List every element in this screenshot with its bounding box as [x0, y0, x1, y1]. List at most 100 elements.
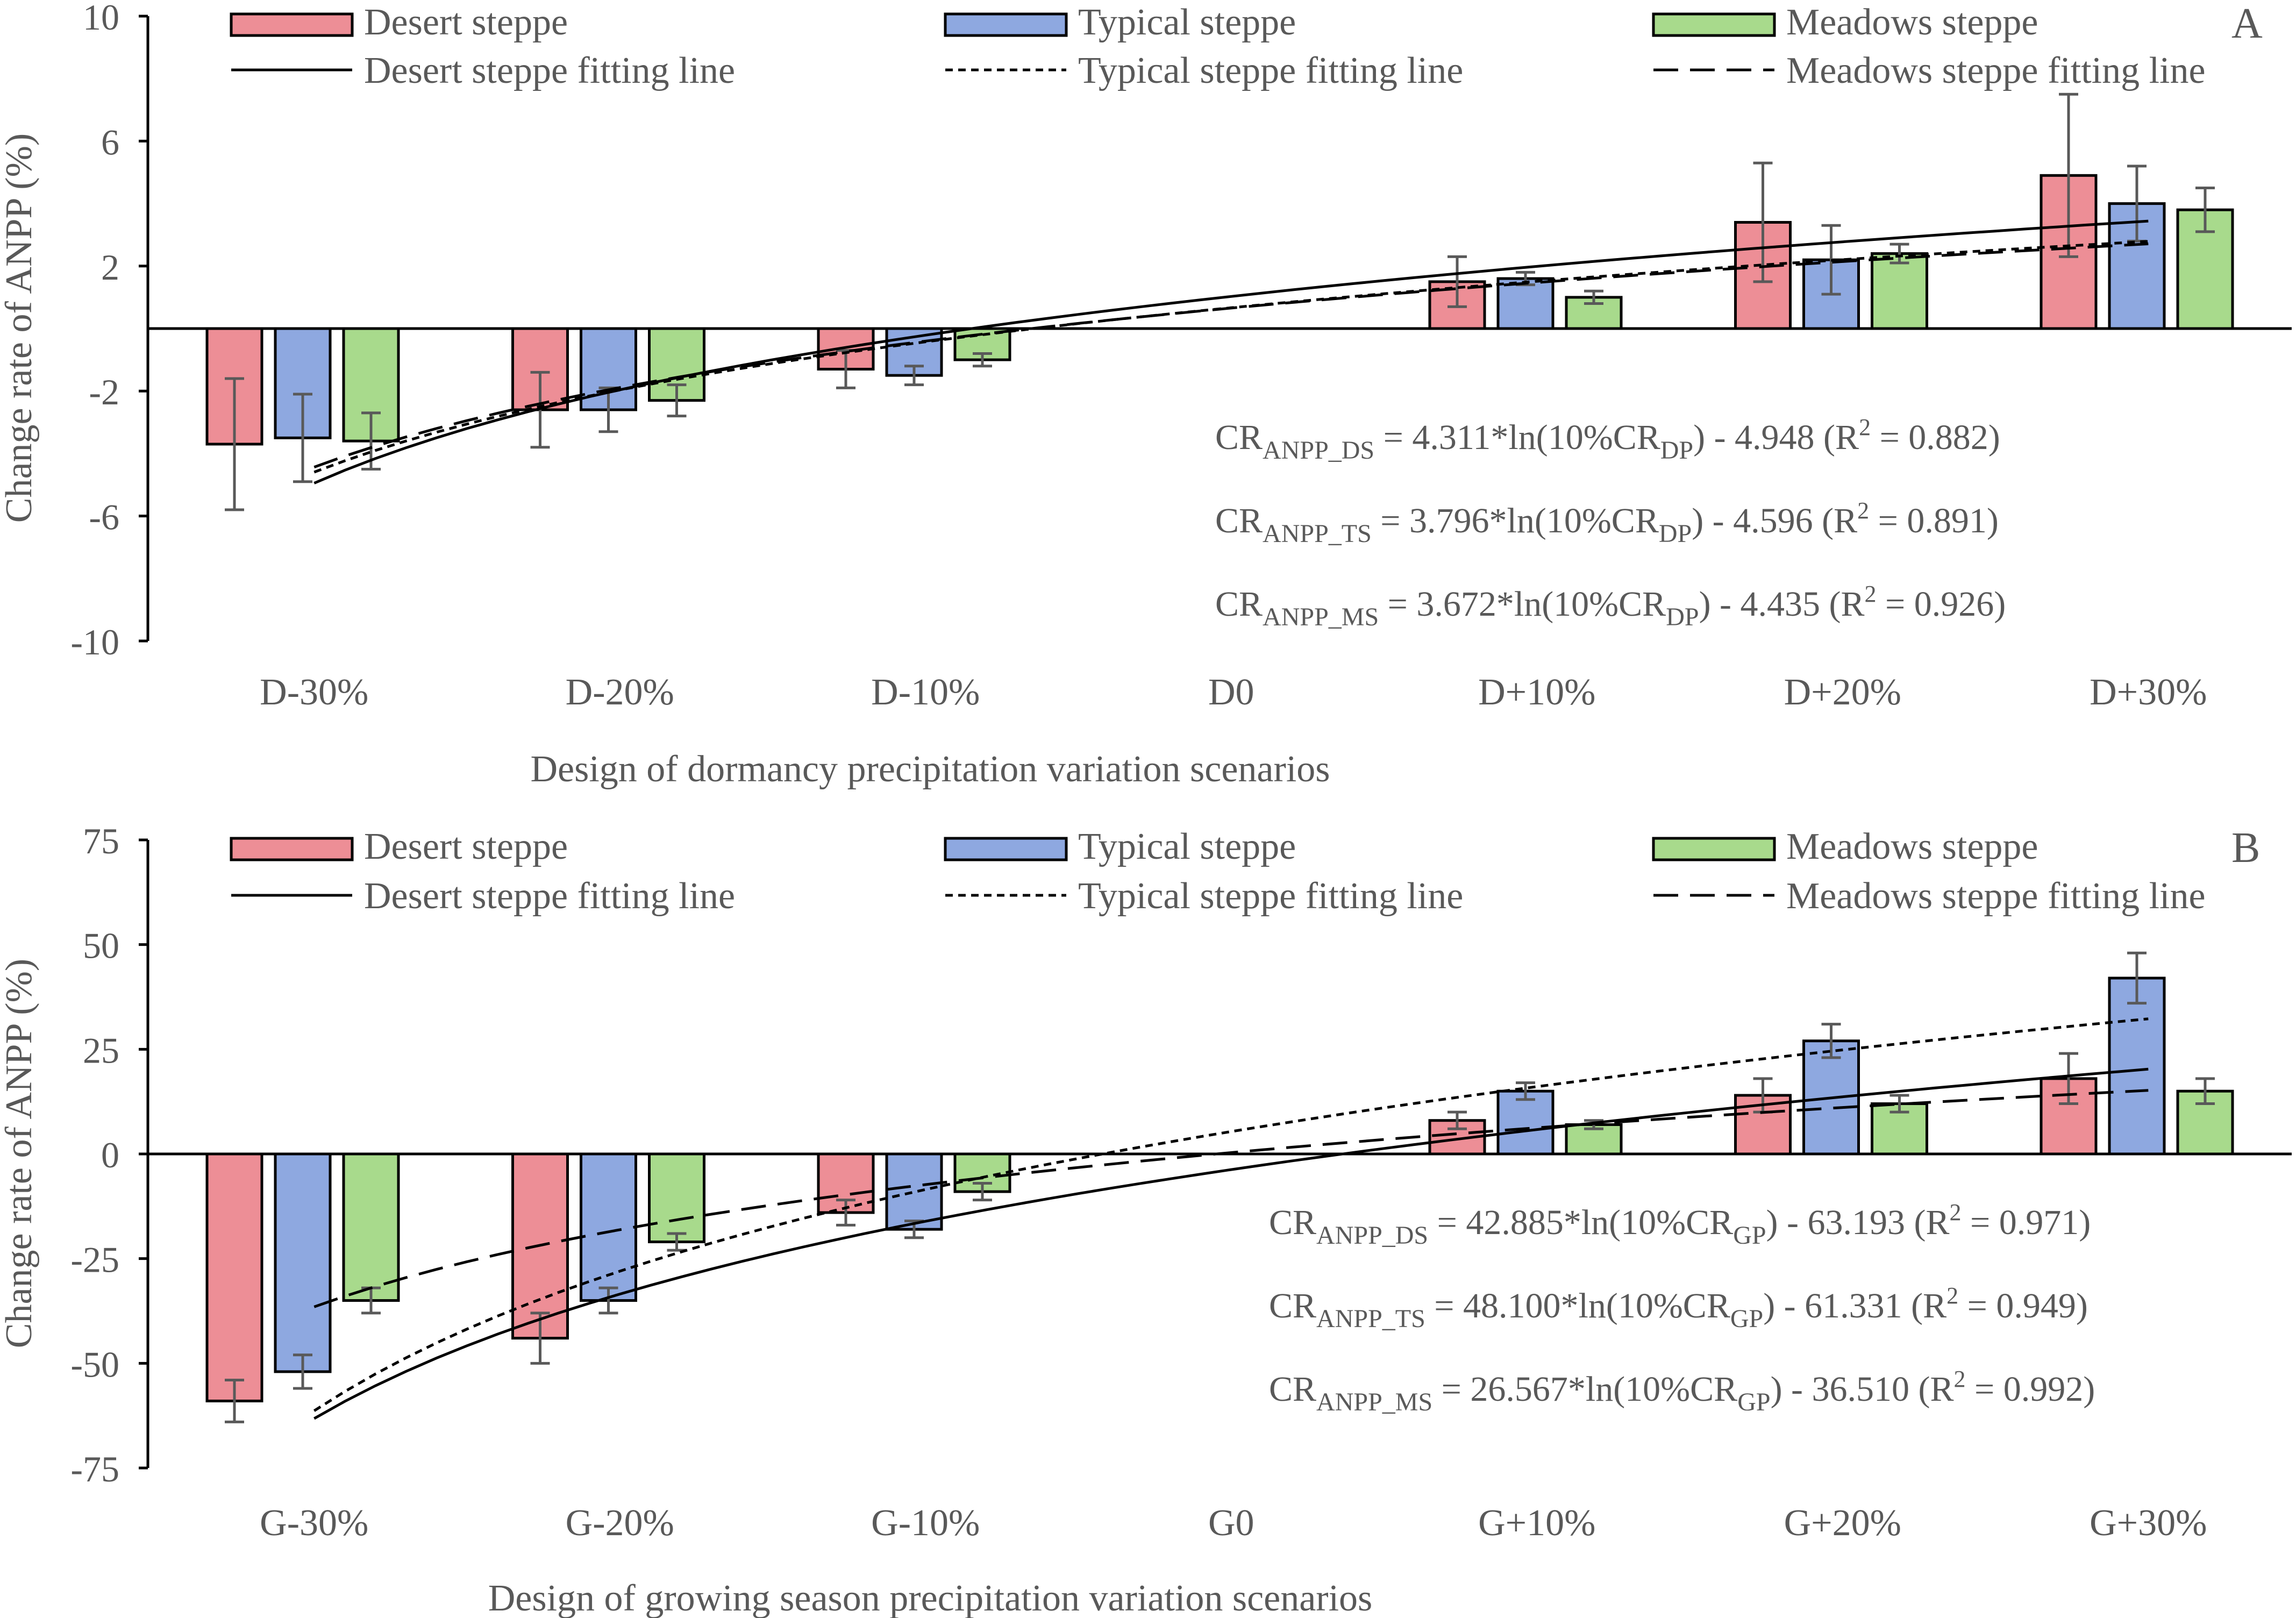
fit-line-meadows [313, 243, 2149, 469]
x-tick-label: D+10% [1478, 672, 1595, 713]
y-tick-label: -10 [70, 622, 119, 662]
x-tick-label: G+30% [2090, 1502, 2207, 1544]
equation-mid: = 3.796*ln(10%CR [1372, 501, 1659, 540]
equation-sup: 2 [1954, 1366, 1966, 1392]
y-tick-label: -50 [70, 1344, 119, 1385]
equation-sup: 2 [1865, 581, 1877, 607]
x-tick-label: D+30% [2090, 672, 2207, 713]
legend-label: Typical steppe fitting line [1078, 50, 1463, 91]
chart-panel-b: -75 -50 -25 0 25 50 75 Change rate of ANPP (%) G… [0, 821, 2292, 1618]
x-tick-label: G0 [1208, 1502, 1254, 1544]
bar-typical-2 [885, 1152, 943, 1231]
equation: CRANPP_DS = 4.311*ln(10%CRDP) - 4.948 (R… [1215, 414, 2000, 465]
x-tick-label: G-30% [260, 1502, 368, 1544]
equation-lhs: CR [1215, 501, 1263, 540]
x-tick-label: D-10% [871, 672, 980, 713]
fit-line-desert [313, 1067, 2149, 1420]
bar-typical-1 [580, 1152, 637, 1302]
equation-rhs: ) - 4.948 (R [1693, 418, 1859, 457]
x-tick-label: G-20% [566, 1502, 674, 1544]
equation-rhs: = 0.926) [1877, 585, 2006, 624]
equation-sub: ANPP_MS [1316, 1388, 1432, 1416]
equation: CRANPP_TS = 48.100*ln(10%CRGP) - 61.331 … [1269, 1282, 2088, 1333]
equation-sub: GP [1737, 1388, 1770, 1416]
legend-label: Meadows steppe fitting line [1786, 875, 2206, 917]
x-axis-title: Design of dormancy precipitation variati… [530, 749, 1330, 790]
y-axis-title: Change rate of ANPP (%) [0, 959, 40, 1348]
equation-sup: 2 [1950, 1199, 1962, 1225]
chart-panel-a: -10 -6 -2 2 6 10 Change rate of ANPP (%) D-30% D… [0, 0, 2292, 790]
equation-lhs: CR [1269, 1370, 1316, 1409]
y-tick-label: -2 [89, 372, 119, 412]
x-tick-label: D-20% [566, 672, 674, 713]
bar-meadows-5 [1871, 252, 1928, 330]
y-tick-label: 0 [101, 1135, 119, 1175]
y-tick-label: 25 [83, 1030, 119, 1071]
equation-lhs: CR [1215, 585, 1263, 624]
y-tick-label: 2 [101, 247, 119, 288]
y-tick-label: -75 [70, 1449, 119, 1489]
legend-label: Typical steppe fitting line [1078, 875, 1463, 917]
bar-desert-0 [205, 1152, 263, 1402]
equation-sub: DP [1660, 436, 1693, 465]
equation: CRANPP_MS = 3.672*ln(10%CRDP) - 4.435 (R… [1215, 581, 2006, 631]
equation-lhs: CR [1215, 418, 1263, 457]
x-tick-label: D-30% [260, 672, 368, 713]
y-tick-label: 50 [83, 925, 119, 966]
equation-mid: = 26.567*ln(10%CR [1432, 1370, 1737, 1409]
legend-label: Desert steppe fitting line [364, 50, 735, 91]
equation-rhs: ) - 63.193 (R [1766, 1203, 1950, 1242]
equation-sub: DP [1659, 519, 1692, 548]
equation: CRANPP_DS = 42.885*ln(10%CRGP) - 63.193 … [1269, 1199, 2091, 1250]
panel-label: B [2231, 824, 2260, 872]
bar-meadows-1 [648, 1152, 705, 1244]
legend-swatch-typical [944, 12, 1068, 37]
equation-sup: 2 [1857, 497, 1869, 524]
equation-sup: 2 [1859, 414, 1871, 440]
x-tick-label: G+20% [1784, 1502, 1901, 1544]
equation-sub: ANPP_TS [1263, 519, 1372, 548]
y-tick-label: 10 [83, 0, 119, 38]
equation-mid: = 42.885*ln(10%CR [1428, 1203, 1733, 1242]
x-tick-label: G-10% [871, 1502, 980, 1544]
equation-rhs: ) - 61.331 (R [1763, 1286, 1946, 1325]
bar-typical-4 [1496, 1089, 1555, 1156]
y-tick-label: -25 [70, 1239, 119, 1280]
equation-rhs: = 0.971) [1962, 1203, 2091, 1242]
legend-swatch-meadows [1652, 837, 1776, 861]
x-axis-title: Design of growing season precipitation v… [488, 1578, 1373, 1618]
legend-label: Desert steppe [364, 826, 568, 867]
equation-sub: ANPP_MS [1263, 603, 1379, 631]
y-axis-title: Change rate of ANPP (%) [0, 133, 40, 523]
legend-swatch-meadows [1652, 12, 1776, 37]
legend-swatch-typical [944, 837, 1068, 861]
equation-rhs: ) - 4.435 (R [1699, 585, 1865, 624]
x-tick-label: D0 [1208, 672, 1254, 713]
legend-label: Meadows steppe [1786, 2, 2038, 43]
y-tick-label: 75 [83, 821, 119, 861]
bar-meadows-0 [342, 1152, 400, 1302]
legend-label: Typical steppe [1078, 2, 1296, 43]
equation-rhs: = 0.882) [1871, 418, 2000, 457]
legend-label: Meadows steppe [1786, 826, 2038, 867]
x-tick-label: D+20% [1784, 672, 1901, 713]
legend-label: Typical steppe [1078, 826, 1296, 867]
equation-mid: = 3.672*ln(10%CR [1379, 585, 1666, 624]
equation-rhs: = 0.891) [1869, 501, 1999, 540]
equation-sub: ANPP_DS [1263, 436, 1374, 465]
equation-rhs: = 0.992) [1966, 1370, 2095, 1409]
equation-sup: 2 [1946, 1282, 1958, 1309]
equation-rhs: ) - 4.596 (R [1692, 501, 1857, 540]
legend-label: Desert steppe fitting line [364, 875, 735, 917]
legend-label: Meadows steppe fitting line [1786, 50, 2206, 91]
legend-label: Desert steppe [364, 2, 568, 43]
x-tick-label: G+10% [1478, 1502, 1595, 1544]
equation-mid: = 4.311*ln(10%CR [1374, 418, 1660, 457]
panel-label: A [2231, 0, 2263, 47]
legend-swatch-desert [230, 837, 354, 861]
fit-line-typical [313, 1017, 2149, 1412]
equation-mid: = 48.100*ln(10%CR [1425, 1286, 1730, 1325]
equation-lhs: CR [1269, 1286, 1316, 1325]
equation-rhs: ) - 36.510 (R [1771, 1370, 1954, 1409]
